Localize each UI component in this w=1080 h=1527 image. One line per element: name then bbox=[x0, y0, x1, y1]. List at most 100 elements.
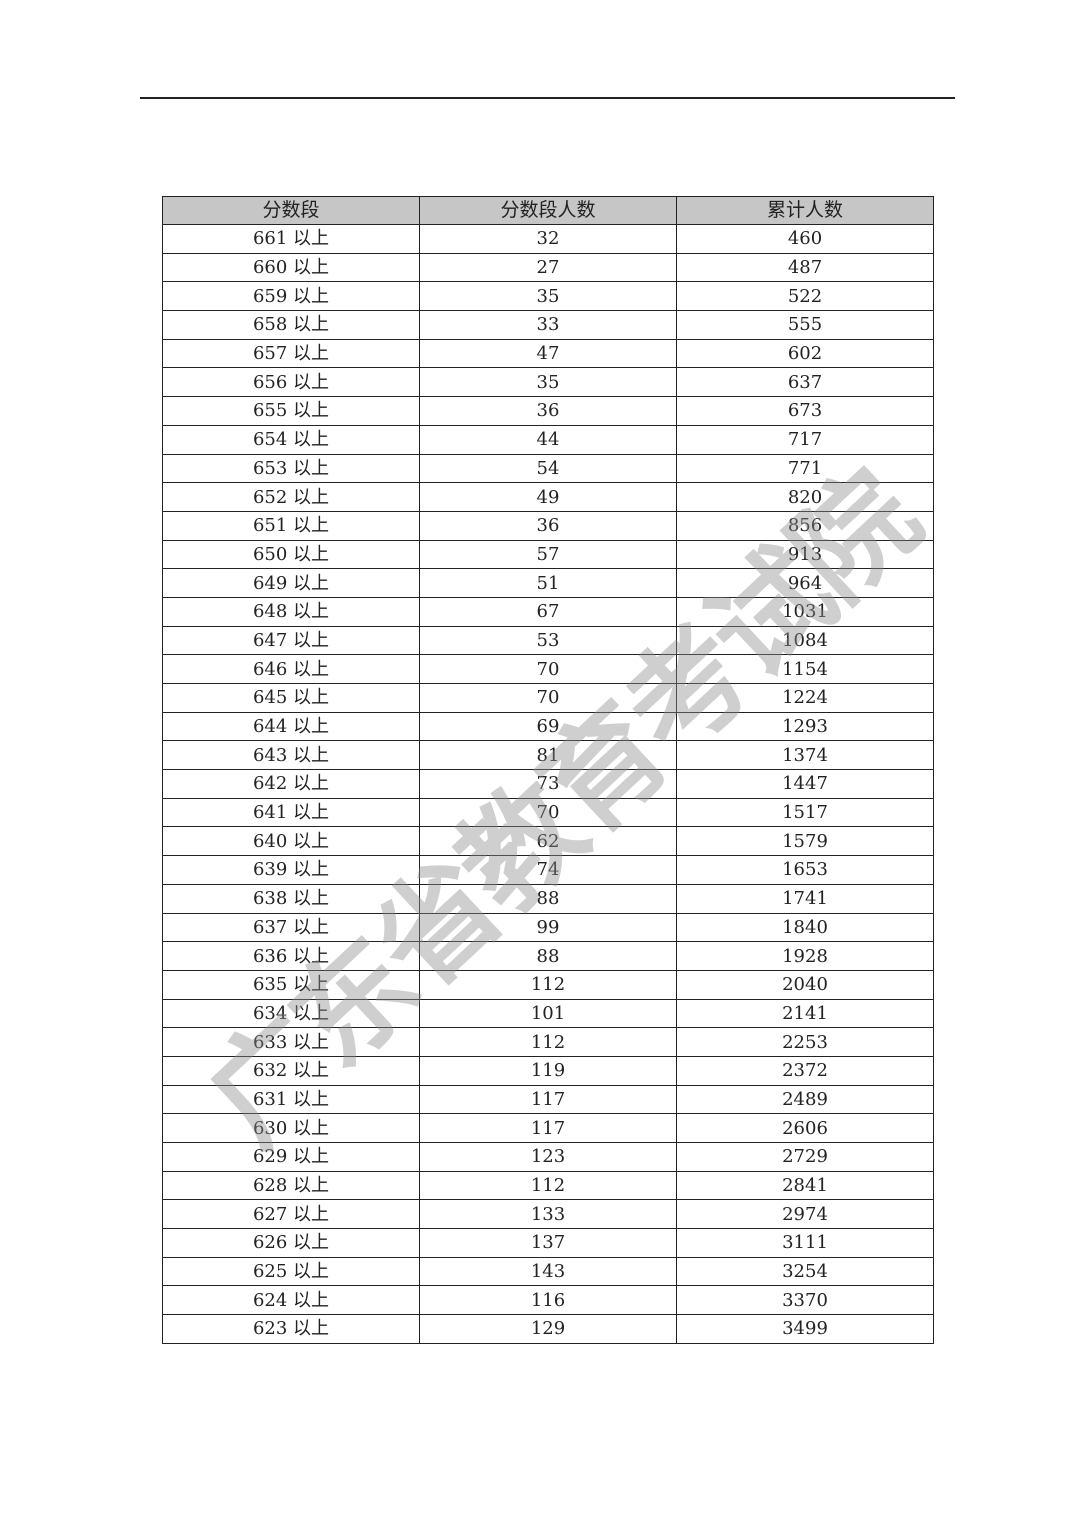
cell-cumulative: 1653 bbox=[676, 855, 934, 885]
table-row: 658 以上 33 555 bbox=[162, 310, 934, 340]
cell-cumulative: 913 bbox=[676, 539, 934, 570]
header-cumulative: 累计人数 bbox=[676, 196, 934, 225]
table-row: 631 以上 117 2489 bbox=[162, 1084, 934, 1115]
table-row: 654 以上 44 717 bbox=[162, 424, 934, 455]
cell-count: 51 bbox=[419, 568, 677, 598]
cell-count: 70 bbox=[419, 654, 677, 684]
cell-count: 74 bbox=[419, 855, 677, 885]
cell-cumulative: 2606 bbox=[676, 1113, 934, 1143]
cell-cumulative: 1741 bbox=[676, 883, 934, 914]
cell-cumulative: 2372 bbox=[676, 1055, 934, 1086]
table-row: 638 以上 88 1741 bbox=[162, 883, 934, 914]
table-row: 643 以上 81 1374 bbox=[162, 740, 934, 771]
cell-cumulative: 2040 bbox=[676, 969, 934, 1000]
cell-cumulative: 1374 bbox=[676, 740, 934, 771]
cell-cumulative: 555 bbox=[676, 310, 934, 340]
table-row: 640 以上 62 1579 bbox=[162, 826, 934, 857]
cell-score-range: 642 以上 bbox=[162, 769, 420, 799]
table-row: 661 以上 32 460 bbox=[162, 224, 934, 254]
table-row: 627 以上 133 2974 bbox=[162, 1199, 934, 1230]
cell-cumulative: 964 bbox=[676, 568, 934, 598]
cell-cumulative: 1517 bbox=[676, 797, 934, 828]
table-row: 629 以上 123 2729 bbox=[162, 1142, 934, 1172]
cell-cumulative: 3111 bbox=[676, 1228, 934, 1258]
cell-score-range: 633 以上 bbox=[162, 1027, 420, 1057]
cell-count: 27 bbox=[419, 252, 677, 283]
cell-count: 133 bbox=[419, 1199, 677, 1230]
table-row: 636 以上 88 1928 bbox=[162, 941, 934, 971]
cell-cumulative: 2974 bbox=[676, 1199, 934, 1230]
cell-score-range: 652 以上 bbox=[162, 482, 420, 512]
cell-cumulative: 2841 bbox=[676, 1170, 934, 1201]
cell-score-range: 660 以上 bbox=[162, 252, 420, 283]
table-row: 625 以上 143 3254 bbox=[162, 1256, 934, 1287]
cell-count: 73 bbox=[419, 769, 677, 799]
cell-cumulative: 602 bbox=[676, 338, 934, 369]
cell-score-range: 637 以上 bbox=[162, 912, 420, 943]
cell-score-range: 624 以上 bbox=[162, 1285, 420, 1316]
cell-count: 57 bbox=[419, 539, 677, 570]
table-row: 651 以上 36 856 bbox=[162, 510, 934, 541]
cell-count: 101 bbox=[419, 998, 677, 1029]
cell-cumulative: 487 bbox=[676, 252, 934, 283]
table-row: 644 以上 69 1293 bbox=[162, 711, 934, 742]
cell-score-range: 636 以上 bbox=[162, 941, 420, 971]
cell-count: 53 bbox=[419, 625, 677, 656]
cell-count: 44 bbox=[419, 424, 677, 455]
cell-count: 49 bbox=[419, 482, 677, 512]
cell-score-range: 658 以上 bbox=[162, 310, 420, 340]
cell-score-range: 635 以上 bbox=[162, 969, 420, 1000]
cell-count: 99 bbox=[419, 912, 677, 943]
cell-cumulative: 717 bbox=[676, 424, 934, 455]
cell-cumulative: 1447 bbox=[676, 769, 934, 799]
cell-count: 88 bbox=[419, 941, 677, 971]
table-row: 633 以上 112 2253 bbox=[162, 1027, 934, 1057]
table-row: 648 以上 67 1031 bbox=[162, 596, 934, 627]
cell-cumulative: 460 bbox=[676, 224, 934, 254]
table-row: 623 以上 129 3499 bbox=[162, 1314, 934, 1344]
cell-score-range: 655 以上 bbox=[162, 396, 420, 426]
cell-cumulative: 3254 bbox=[676, 1256, 934, 1287]
table-row: 646 以上 70 1154 bbox=[162, 654, 934, 684]
cell-count: 143 bbox=[419, 1256, 677, 1287]
table-row: 656 以上 35 637 bbox=[162, 367, 934, 398]
cell-cumulative: 1579 bbox=[676, 826, 934, 857]
table-row: 655 以上 36 673 bbox=[162, 396, 934, 426]
table-row: 649 以上 51 964 bbox=[162, 568, 934, 598]
cell-cumulative: 2729 bbox=[676, 1142, 934, 1172]
table-row: 634 以上 101 2141 bbox=[162, 998, 934, 1029]
cell-cumulative: 820 bbox=[676, 482, 934, 512]
cell-cumulative: 3499 bbox=[676, 1314, 934, 1344]
cell-score-range: 644 以上 bbox=[162, 711, 420, 742]
cell-cumulative: 1084 bbox=[676, 625, 934, 656]
cell-score-range: 632 以上 bbox=[162, 1055, 420, 1086]
table-row: 637 以上 99 1840 bbox=[162, 912, 934, 943]
cell-cumulative: 1293 bbox=[676, 711, 934, 742]
cell-cumulative: 1928 bbox=[676, 941, 934, 971]
cell-score-range: 630 以上 bbox=[162, 1113, 420, 1143]
cell-cumulative: 1840 bbox=[676, 912, 934, 943]
cell-count: 117 bbox=[419, 1084, 677, 1115]
cell-cumulative: 2489 bbox=[676, 1084, 934, 1115]
cell-cumulative: 2141 bbox=[676, 998, 934, 1029]
cell-count: 47 bbox=[419, 338, 677, 369]
table-row: 645 以上 70 1224 bbox=[162, 683, 934, 713]
cell-cumulative: 522 bbox=[676, 281, 934, 312]
cell-score-range: 625 以上 bbox=[162, 1256, 420, 1287]
table-row: 647 以上 53 1084 bbox=[162, 625, 934, 656]
cell-count: 69 bbox=[419, 711, 677, 742]
cell-score-range: 653 以上 bbox=[162, 453, 420, 484]
table-row: 650 以上 57 913 bbox=[162, 539, 934, 570]
cell-score-range: 631 以上 bbox=[162, 1084, 420, 1115]
cell-cumulative: 1154 bbox=[676, 654, 934, 684]
cell-count: 117 bbox=[419, 1113, 677, 1143]
header-count: 分数段人数 bbox=[419, 196, 677, 225]
cell-cumulative: 2253 bbox=[676, 1027, 934, 1057]
cell-score-range: 646 以上 bbox=[162, 654, 420, 684]
cell-cumulative: 856 bbox=[676, 510, 934, 541]
cell-score-range: 639 以上 bbox=[162, 855, 420, 885]
cell-cumulative: 637 bbox=[676, 367, 934, 398]
cell-score-range: 641 以上 bbox=[162, 797, 420, 828]
table-row: 626 以上 137 3111 bbox=[162, 1228, 934, 1258]
table-row: 657 以上 47 602 bbox=[162, 338, 934, 369]
